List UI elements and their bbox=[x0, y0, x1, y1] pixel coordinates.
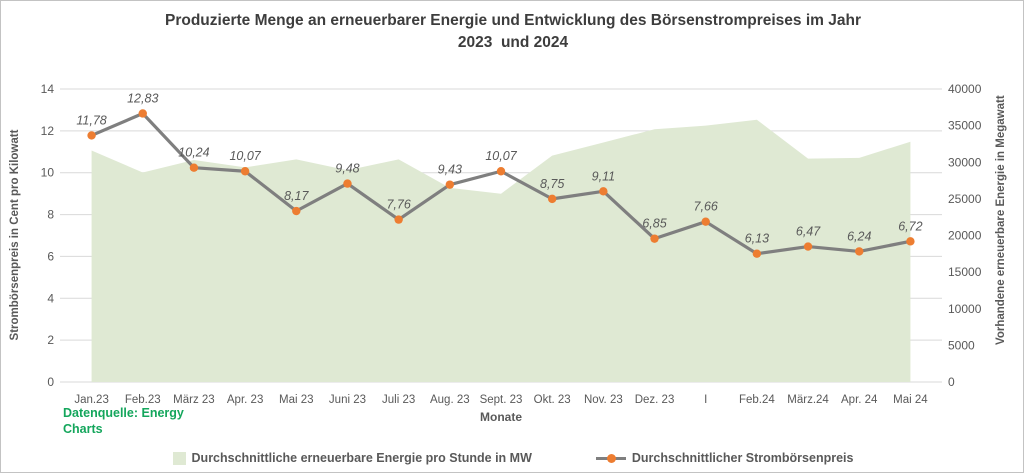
y-tick-label-left: 0 bbox=[47, 375, 54, 389]
y-tick-label-right: 10000 bbox=[948, 302, 982, 316]
data-label: 9,11 bbox=[592, 169, 615, 183]
y-tick-label-right: 30000 bbox=[948, 155, 982, 169]
data-label: 6,24 bbox=[847, 229, 871, 243]
data-label: 6,72 bbox=[898, 219, 922, 233]
x-tick-label: März 23 bbox=[173, 394, 215, 406]
x-tick-label: Mai 23 bbox=[279, 394, 314, 406]
area-swatch-icon bbox=[172, 451, 186, 465]
y-tick-label-right: 40000 bbox=[948, 82, 982, 96]
data-point-marker bbox=[599, 187, 608, 196]
data-label: 6,85 bbox=[642, 217, 666, 231]
data-point-marker bbox=[87, 131, 96, 140]
legend-label-line: Durchschnittlicher Strombörsenpreis bbox=[631, 451, 854, 465]
y-tick-label-left: 8 bbox=[47, 208, 54, 222]
line-swatch-icon bbox=[595, 453, 626, 463]
y-tick-label-right: 35000 bbox=[948, 119, 982, 133]
x-tick-label: Mai 24 bbox=[893, 394, 928, 406]
x-tick-label: I bbox=[704, 394, 707, 406]
chart-title-line1: Produzierte Menge an erneuerbarer Energi… bbox=[165, 12, 861, 29]
y-tick-label-left: 14 bbox=[41, 82, 55, 96]
y-tick-label-right: 15000 bbox=[948, 265, 982, 279]
x-tick-label: Feb.24 bbox=[739, 394, 775, 406]
data-label: 6,47 bbox=[796, 225, 821, 239]
data-source-line2: Charts bbox=[63, 422, 103, 436]
data-label: 9,43 bbox=[438, 163, 462, 177]
data-point-marker bbox=[394, 215, 403, 224]
y-tick-label-right: 5000 bbox=[948, 338, 975, 352]
y-tick-label-left: 12 bbox=[41, 124, 55, 138]
y-tick-label-right: 20000 bbox=[948, 229, 982, 243]
x-axis-title: Monate bbox=[480, 410, 522, 424]
x-tick-label: Juni 23 bbox=[329, 394, 366, 406]
data-point-marker bbox=[650, 234, 659, 243]
data-point-marker bbox=[189, 163, 199, 172]
data-point-marker bbox=[496, 167, 506, 176]
y-tick-label-left: 4 bbox=[47, 291, 54, 305]
x-tick-label: Sept. 23 bbox=[480, 394, 523, 406]
marker-dot-icon bbox=[606, 453, 616, 463]
data-point-marker bbox=[906, 237, 915, 246]
data-point-marker bbox=[343, 179, 352, 188]
data-point-marker bbox=[803, 242, 813, 251]
data-point-marker bbox=[752, 249, 762, 258]
data-label: 8,75 bbox=[540, 177, 564, 191]
y-tick-label-left: 6 bbox=[47, 249, 54, 263]
data-source: Datenquelle: Energy Charts bbox=[63, 405, 184, 437]
y-tick-label-left: 2 bbox=[47, 333, 54, 347]
data-label: 11,78 bbox=[76, 113, 106, 127]
data-label: 7,66 bbox=[694, 200, 718, 214]
x-tick-label: Nov. 23 bbox=[584, 394, 623, 406]
data-label: 6,13 bbox=[745, 232, 769, 246]
data-label: 10,07 bbox=[229, 149, 261, 163]
x-tick-label: Dez. 23 bbox=[635, 394, 675, 406]
data-point-marker bbox=[445, 180, 455, 189]
y-tick-label-left: 10 bbox=[41, 166, 55, 180]
chart-title-line2: 2023 und 2024 bbox=[457, 34, 569, 51]
x-tick-label: Aug. 23 bbox=[430, 394, 470, 406]
data-label: 12,83 bbox=[127, 91, 158, 105]
data-source-line1: Datenquelle: Energy bbox=[63, 406, 184, 420]
legend-item-line: Durchschnittlicher Strombörsenpreis bbox=[595, 451, 854, 465]
y-tick-label-right: 25000 bbox=[948, 192, 982, 206]
x-tick-label: Feb.23 bbox=[125, 394, 161, 406]
x-tick-label: Jan.23 bbox=[74, 394, 109, 406]
data-point-marker bbox=[547, 194, 557, 204]
data-label: 8,17 bbox=[284, 189, 309, 203]
data-point-marker bbox=[701, 217, 710, 226]
chart-title: Produzierte Menge an erneuerbarer Energi… bbox=[1, 10, 1023, 54]
data-label: 9,48 bbox=[335, 162, 359, 176]
data-label: 7,76 bbox=[386, 198, 410, 212]
y-tick-label-right: 0 bbox=[948, 375, 955, 389]
data-point-marker bbox=[292, 206, 301, 216]
x-tick-label: Apr. 23 bbox=[227, 394, 263, 406]
x-tick-label: März.24 bbox=[787, 394, 829, 406]
x-tick-label: Okt. 23 bbox=[534, 394, 571, 406]
x-tick-label: Juli 23 bbox=[382, 394, 415, 406]
data-point-marker bbox=[240, 167, 250, 176]
data-point-marker bbox=[138, 109, 147, 118]
legend-item-area: Durchschnittliche erneuerbare Energie pr… bbox=[172, 451, 532, 465]
data-point-marker bbox=[855, 247, 864, 256]
data-label: 10,24 bbox=[178, 146, 209, 160]
area-series bbox=[91, 119, 911, 382]
data-label: 10,07 bbox=[485, 149, 517, 163]
x-tick-label: Apr. 24 bbox=[841, 394, 878, 406]
legend-label-area: Durchschnittliche erneuerbare Energie pr… bbox=[191, 451, 532, 465]
legend: Durchschnittliche erneuerbare Energie pr… bbox=[1, 451, 1023, 465]
